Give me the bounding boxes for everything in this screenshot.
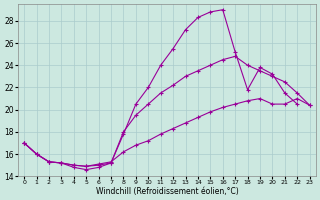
X-axis label: Windchill (Refroidissement éolien,°C): Windchill (Refroidissement éolien,°C) xyxy=(96,187,238,196)
